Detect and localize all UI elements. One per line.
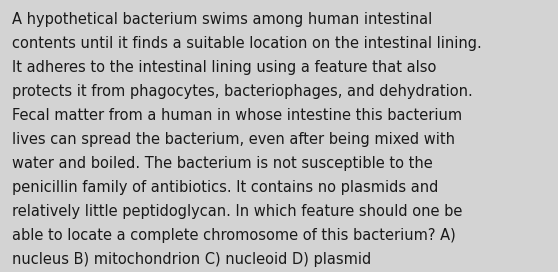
Text: able to locate a complete chromosome of this bacterium? A): able to locate a complete chromosome of …	[12, 228, 456, 243]
Text: A hypothetical bacterium swims among human intestinal: A hypothetical bacterium swims among hum…	[12, 12, 432, 27]
Text: nucleus B) mitochondrion C) nucleoid D) plasmid: nucleus B) mitochondrion C) nucleoid D) …	[12, 252, 372, 267]
Text: contents until it finds a suitable location on the intestinal lining.: contents until it finds a suitable locat…	[12, 36, 482, 51]
Text: penicillin family of antibiotics. It contains no plasmids and: penicillin family of antibiotics. It con…	[12, 180, 439, 195]
Text: protects it from phagocytes, bacteriophages, and dehydration.: protects it from phagocytes, bacteriopha…	[12, 84, 473, 99]
Text: Fecal matter from a human in whose intestine this bacterium: Fecal matter from a human in whose intes…	[12, 108, 463, 123]
Text: It adheres to the intestinal lining using a feature that also: It adheres to the intestinal lining usin…	[12, 60, 437, 75]
Text: lives can spread the bacterium, even after being mixed with: lives can spread the bacterium, even aft…	[12, 132, 455, 147]
Text: relatively little peptidoglycan. In which feature should one be: relatively little peptidoglycan. In whic…	[12, 204, 463, 219]
Text: water and boiled. The bacterium is not susceptible to the: water and boiled. The bacterium is not s…	[12, 156, 433, 171]
